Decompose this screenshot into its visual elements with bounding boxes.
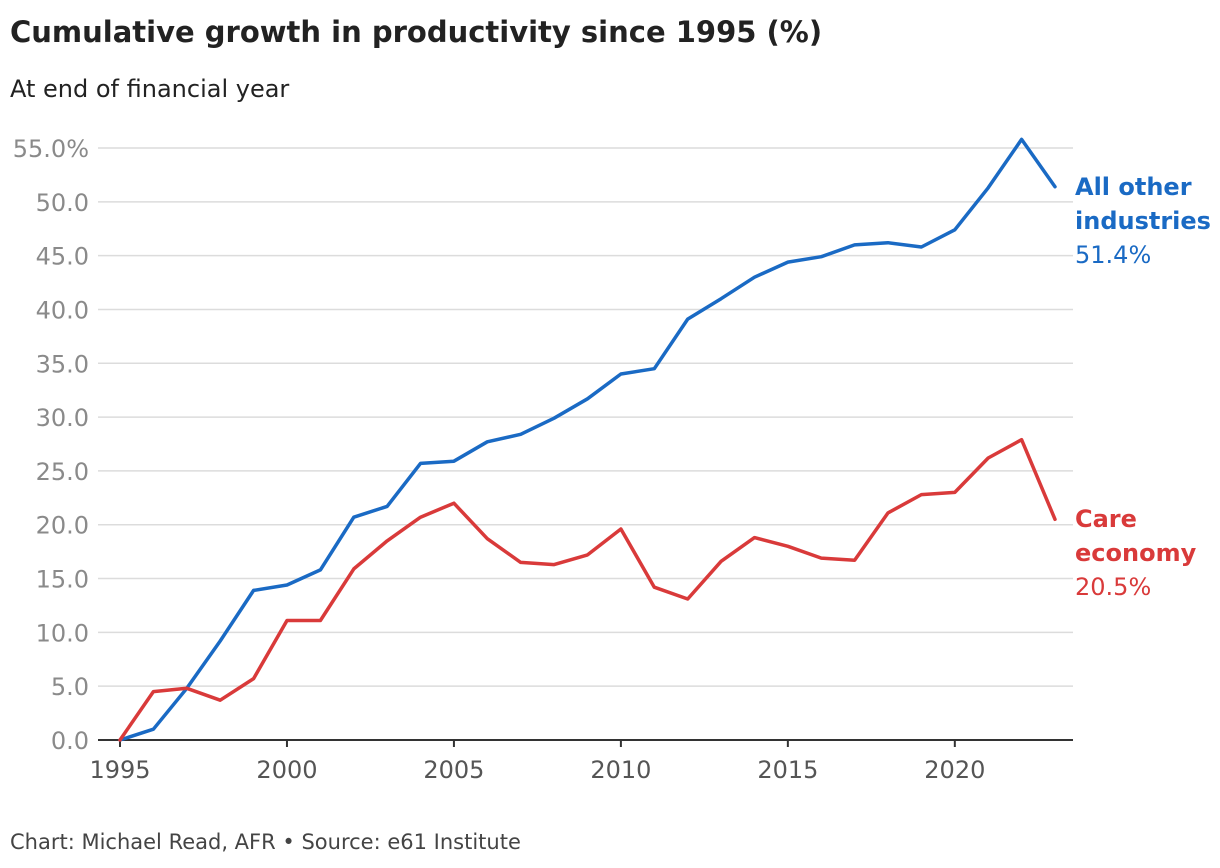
series-label-all-other-value: 51.4% (1075, 241, 1151, 269)
series-label-all-other-line2: industries (1075, 207, 1211, 235)
y-tick-label: 35.0 (36, 350, 89, 378)
gridlines (98, 147, 1073, 687)
label-care-economy: Care economy 20.5% (1075, 505, 1197, 601)
series-label-care-value: 20.5% (1075, 573, 1151, 601)
y-tick-label: 5.0 (51, 673, 89, 701)
series-label-care-line1: Care (1075, 505, 1137, 533)
series-line-all-other-industries (118, 137, 1057, 742)
y-tick-label: 45.0 (36, 243, 89, 271)
chart-source: Chart: Michael Read, AFR • Source: e61 I… (10, 830, 521, 854)
x-tick-label: 1995 (89, 756, 150, 784)
series-label-all-other-line1: All other (1075, 173, 1192, 201)
series-line-care-economy (118, 437, 1057, 742)
x-tick-label: 2010 (590, 756, 651, 784)
y-tick-label: 50.0 (36, 189, 89, 217)
y-tick-label: 40.0 (36, 296, 89, 324)
y-tick-label: 25.0 (36, 458, 89, 486)
x-tick-label: 2015 (757, 756, 818, 784)
chart-title: Cumulative growth in productivity since … (10, 15, 822, 49)
y-tick-label: 30.0 (36, 404, 89, 432)
x-tick-label: 2000 (256, 756, 317, 784)
series-lines (118, 137, 1057, 742)
x-tick-label: 2005 (423, 756, 484, 784)
x-axis: 1995 2000 2005 2010 2015 2020 (89, 740, 985, 784)
x-tick-label: 2020 (924, 756, 985, 784)
y-tick-label: 55.0% (13, 135, 89, 163)
label-all-other-industries: All other industries 51.4% (1075, 173, 1211, 269)
series-label-care-line2: economy (1075, 539, 1197, 567)
y-tick-label: 20.0 (36, 512, 89, 540)
y-axis: 0.0 5.0 10.0 15.0 20.0 25.0 30.0 35.0 40.0 45.0 50… (13, 135, 89, 755)
chart-subtitle: At end of financial year (10, 75, 289, 103)
y-tick-label: 15.0 (36, 566, 89, 594)
y-tick-label: 0.0 (51, 727, 89, 755)
y-tick-label: 10.0 (36, 619, 89, 647)
